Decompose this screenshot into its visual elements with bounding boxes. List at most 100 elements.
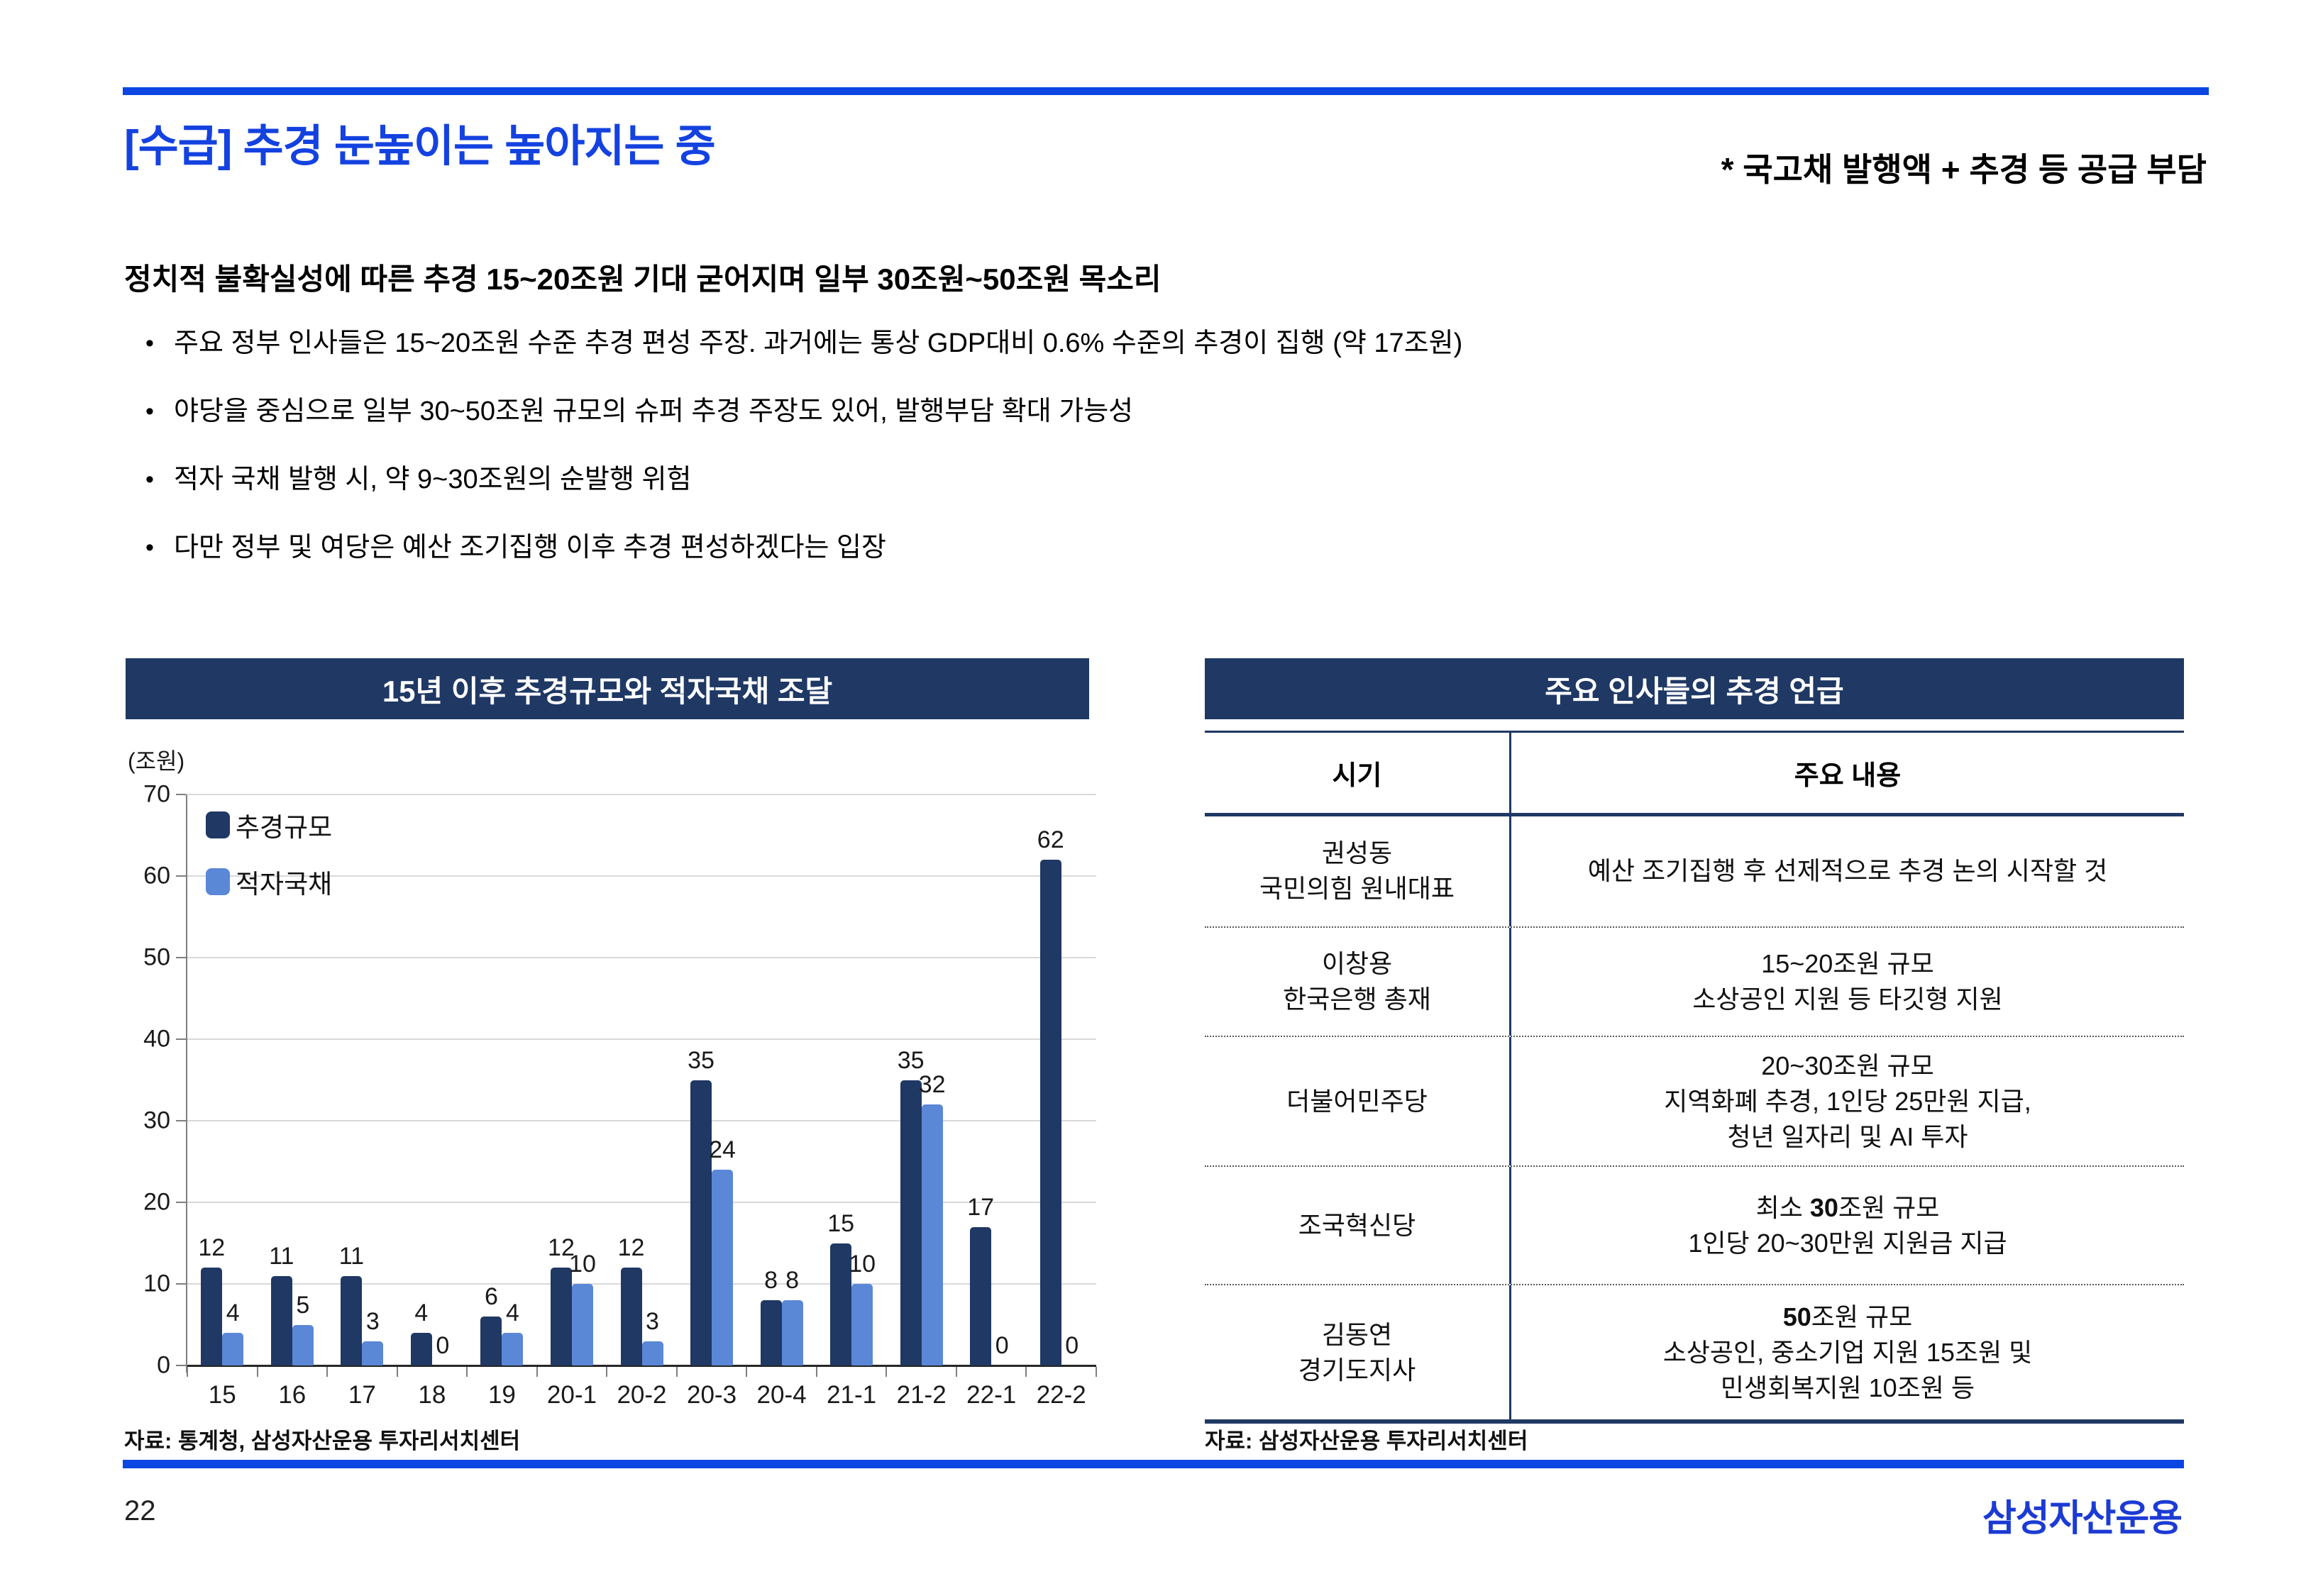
page-title: [수급] 추경 눈높이는 높아지는 중	[124, 122, 716, 171]
bullet-text: 다만 정부 및 여당은 예산 조기집행 이후 추경 편성하겠다는 입장	[174, 533, 886, 563]
bar-추경규모-17	[341, 1275, 363, 1365]
bar-추경규모-19	[480, 1317, 502, 1365]
content-line: 소상공인, 중소기업 지원 15조원 및	[1663, 1335, 2033, 1370]
period-line: 권성동	[1321, 838, 1393, 868]
y-axis-tick	[176, 1038, 186, 1040]
content-text: 청년 일자리 및 AI 투자	[1727, 1121, 1968, 1151]
legend-swatch	[206, 868, 230, 895]
table-row: 권성동 국민의힘 원내대표 예산 조기집행 후 선제적으로 추경 논의 시작할 것	[1205, 816, 2184, 928]
x-axis-tick	[396, 1367, 398, 1377]
table-source: 자료: 삼성자산운용 투자리서치센터	[1205, 1429, 1528, 1453]
period-line: 국민의힘 원내대표	[1259, 874, 1455, 904]
bar-value-label: 15	[827, 1209, 855, 1237]
bar-적자국채-16	[292, 1324, 314, 1365]
content-text: 조원 규모	[1838, 1192, 1940, 1222]
x-axis-tick	[466, 1367, 468, 1377]
bar-value-label: 3	[365, 1307, 380, 1335]
x-axis-label: 20-3	[687, 1381, 737, 1409]
legend-label: 추경규모	[236, 813, 333, 842]
bar-적자국채-21-1	[851, 1284, 873, 1365]
bullet-item: • 다만 정부 및 여당은 예산 조기집행 이후 추경 편성하겠다는 입장	[145, 529, 2203, 566]
x-axis-tick	[746, 1367, 748, 1377]
x-axis-tick	[256, 1367, 258, 1377]
x-axis-label: 21-1	[827, 1381, 877, 1409]
gridline	[187, 1202, 1096, 1203]
table-panel-title: 주요 인사들의 추경 언급	[1205, 658, 2184, 719]
content-line: 최소 30조원 규모	[1756, 1190, 1940, 1226]
bar-value-label: 10	[569, 1251, 596, 1278]
content-line: 청년 일자리 및 AI 투자	[1728, 1119, 1968, 1155]
x-axis-label: 20-2	[617, 1381, 667, 1409]
x-axis-label: 19	[487, 1381, 516, 1409]
bar-value-label: 17	[967, 1193, 995, 1221]
bar-추경규모-20-2	[620, 1268, 642, 1365]
table-cell-content: 예산 조기집행 후 선제적으로 추경 논의 시작할 것	[1511, 816, 2184, 926]
content-text: 소상공인 지원 등 타깃형 지원	[1692, 984, 2003, 1014]
bullet-item: • 야당을 중심으로 일부 30~50조원 규모의 슈퍼 추경 주장도 있어, 발…	[145, 393, 2203, 430]
table-cell-period: 더불어민주당	[1205, 1037, 1511, 1165]
y-axis-tick	[176, 957, 186, 958]
x-axis-label: 21-2	[896, 1381, 947, 1409]
x-axis-tick	[606, 1367, 608, 1377]
table-cell-period: 이창용 한국은행 총재	[1205, 927, 1511, 1036]
bullet-text: 주요 정부 인사들은 15~20조원 수준 추경 편성 주장. 과거에는 통상 …	[174, 328, 1463, 358]
page-number: 22	[124, 1495, 156, 1526]
period-line: 김동연	[1321, 1319, 1393, 1349]
period-line: 경기도지사	[1298, 1355, 1416, 1385]
bar-value-label: 10	[849, 1251, 876, 1278]
bar-value-label: 24	[709, 1136, 736, 1163]
title-annotation: * 국고채 발행액 + 추경 등 공급 부담	[1721, 151, 2207, 188]
chart-legend: 추경규모 적자국채	[206, 806, 332, 919]
content-line: 50조원 규모	[1783, 1299, 1913, 1335]
bar-value-label: 12	[198, 1234, 226, 1261]
period-line: 이창용	[1321, 948, 1393, 978]
bullet-marker: •	[145, 398, 154, 425]
bullet-marker: •	[145, 330, 154, 357]
bullet-item: • 적자 국채 발행 시, 약 9~30조원의 순발행 위험	[145, 461, 2203, 498]
gridline	[187, 875, 1096, 877]
content-text: 1인당 20~30만원 지원금 지급	[1688, 1228, 2007, 1258]
bullet-marker: •	[145, 534, 154, 561]
y-axis-label: 50	[143, 943, 170, 971]
x-axis-label: 18	[418, 1381, 446, 1409]
bar-value-label: 12	[617, 1234, 645, 1261]
y-axis-label: 30	[143, 1107, 170, 1134]
bullet-marker: •	[145, 466, 154, 493]
bar-추경규모-20-4	[760, 1300, 782, 1365]
bar-적자국채-17	[362, 1341, 384, 1365]
company-logo: 삼성자산운용	[1982, 1498, 2183, 1539]
y-axis-tick	[176, 1120, 186, 1121]
bar-추경규모-20-3	[690, 1080, 712, 1365]
bar-적자국채-15	[222, 1333, 244, 1365]
x-axis-tick	[955, 1367, 957, 1377]
bullet-list: • 주요 정부 인사들은 15~20조원 수준 추경 편성 주장. 과거에는 통상…	[145, 325, 2203, 597]
period-line: 조국혁신당	[1298, 1210, 1416, 1240]
legend-swatch	[206, 811, 230, 838]
content-text: 15~20조원 규모	[1761, 948, 1934, 978]
x-axis-line	[187, 1365, 1096, 1367]
bar-추경규모-21-2	[900, 1080, 922, 1365]
bullet-text: 적자 국채 발행 시, 약 9~30조원의 순발행 위험	[174, 465, 692, 494]
bar-value-label: 4	[505, 1299, 519, 1326]
x-axis-tick	[815, 1367, 817, 1377]
bar-value-label: 0	[1065, 1332, 1079, 1359]
x-axis-tick	[326, 1367, 329, 1377]
x-axis-tick	[187, 1367, 188, 1377]
bar-적자국채-20-4	[781, 1300, 803, 1365]
content-line: 민생회복지원 10조원 등	[1721, 1370, 1975, 1406]
bullet-text: 야당을 중심으로 일부 30~50조원 규모의 슈퍼 추경 주장도 있어, 발행…	[174, 397, 1134, 426]
table-cell-content: 20~30조원 규모 지역화폐 추경, 1인당 25만원 지급, 청년 일자리 및 …	[1511, 1037, 2184, 1165]
y-axis-tick	[176, 1202, 186, 1203]
content-bold-text: 50	[1782, 1302, 1811, 1331]
bullet-item: • 주요 정부 인사들은 15~20조원 수준 추경 편성 주장. 과거에는 통상…	[145, 325, 2203, 362]
y-axis-tick	[176, 1283, 186, 1285]
chart-panel-title: 15년 이후 추경규모와 적자국채 조달	[126, 658, 1089, 719]
bar-value-label: 5	[296, 1291, 310, 1319]
content-text: 최소	[1755, 1192, 1810, 1222]
gridline	[187, 957, 1096, 958]
